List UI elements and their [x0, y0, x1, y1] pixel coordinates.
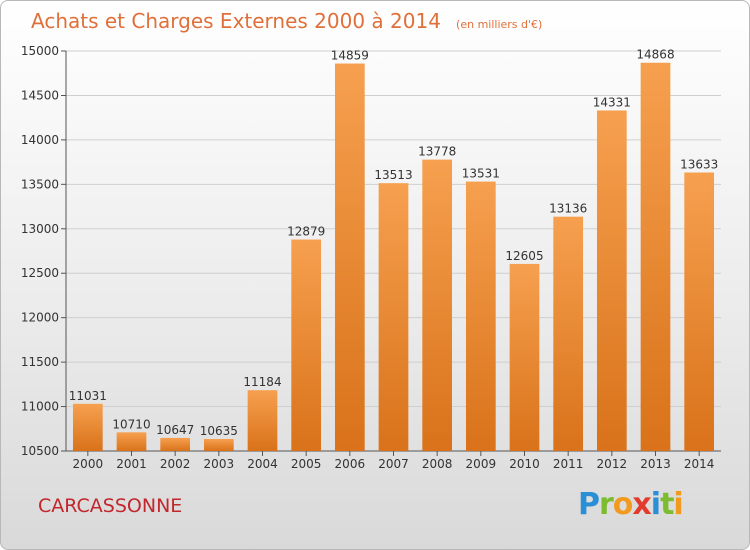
brand-letter: i: [650, 487, 661, 522]
brand-letter: o: [612, 487, 634, 522]
y-tick-label: 14000: [21, 133, 59, 147]
bar-labels: 11031 10710 10647 10635 11184 12879 14859 13513…: [69, 48, 719, 438]
brand-letter: r: [599, 487, 614, 522]
brand-letter: i: [673, 487, 683, 522]
bar: [291, 239, 322, 451]
y-tick-label: 13500: [21, 177, 59, 191]
chart-title: Achats et Charges Externes 2000 à 2014 (…: [31, 9, 542, 33]
bar-value-label: 13633: [680, 158, 718, 172]
x-tick-label: 2013: [640, 457, 671, 471]
y-tick-label: 15000: [21, 44, 59, 58]
bar: [422, 159, 453, 451]
bar-value-label: 14868: [636, 48, 674, 62]
x-tick-label: 2005: [291, 457, 322, 471]
x-tick-label: 2001: [116, 457, 147, 471]
y-tick-label: 10500: [21, 444, 59, 458]
y-tick-label: 12000: [21, 311, 59, 325]
brand-letter: t: [660, 487, 674, 522]
brand-letter: x: [632, 487, 651, 522]
x-tick-label: 2000: [73, 457, 104, 471]
x-tick-label: 2004: [247, 457, 278, 471]
bar-value-label: 11184: [243, 375, 281, 389]
chart-subtitle: (en milliers d'€): [456, 18, 543, 31]
bar: [160, 437, 191, 451]
x-tick-label: 2012: [597, 457, 628, 471]
y-tick-label: 11000: [21, 400, 59, 414]
bars: [72, 62, 715, 452]
bar: [465, 181, 496, 452]
bar-value-label: 11031: [69, 389, 107, 403]
x-tick-label: 2014: [684, 457, 715, 471]
bar: [247, 390, 278, 451]
bar-value-label: 13531: [462, 167, 500, 181]
y-tick-label: 14500: [21, 88, 59, 102]
bar-value-label: 13513: [374, 168, 412, 182]
bar: [684, 172, 715, 451]
bar: [378, 183, 409, 451]
bar-value-label: 10647: [156, 423, 194, 437]
axes: 10500 11000 11500 12000 12500 13000 13500 14000…: [21, 44, 721, 471]
x-tick-label: 2002: [160, 457, 191, 471]
x-tick-label: 2007: [378, 457, 409, 471]
x-tick-label: 2006: [335, 457, 366, 471]
bar: [334, 63, 365, 452]
bar-value-label: 14331: [593, 95, 631, 109]
bar: [596, 110, 627, 451]
bar: [72, 403, 103, 451]
bar: [203, 439, 234, 451]
city-name: CARCASSONNE: [38, 495, 183, 517]
bar: [640, 62, 671, 451]
bar-value-label: 13778: [418, 145, 456, 159]
x-tick-label: 2008: [422, 457, 453, 471]
bar: [509, 263, 540, 451]
bar-value-label: 14859: [331, 49, 369, 63]
x-tick-label: 2010: [509, 457, 540, 471]
y-tick-label: 13000: [21, 222, 59, 236]
x-tick-label: 2011: [553, 457, 584, 471]
bar: [116, 432, 147, 451]
y-tick-label: 12500: [21, 266, 59, 280]
y-tick-label: 11500: [21, 355, 59, 369]
bar-value-label: 10635: [200, 424, 238, 438]
chart-title-text: Achats et Charges Externes 2000 à 2014: [31, 9, 441, 33]
brand-logo: Proxiti: [578, 487, 684, 522]
brand-letter: P: [578, 487, 600, 522]
bar-value-label: 12879: [287, 225, 325, 239]
x-tick-label: 2009: [466, 457, 497, 471]
bar-value-label: 10710: [112, 417, 150, 431]
bar-value-label: 13136: [549, 202, 587, 216]
x-tick-label: 2003: [204, 457, 235, 471]
bar-value-label: 12605: [505, 249, 543, 263]
bar: [553, 216, 584, 451]
